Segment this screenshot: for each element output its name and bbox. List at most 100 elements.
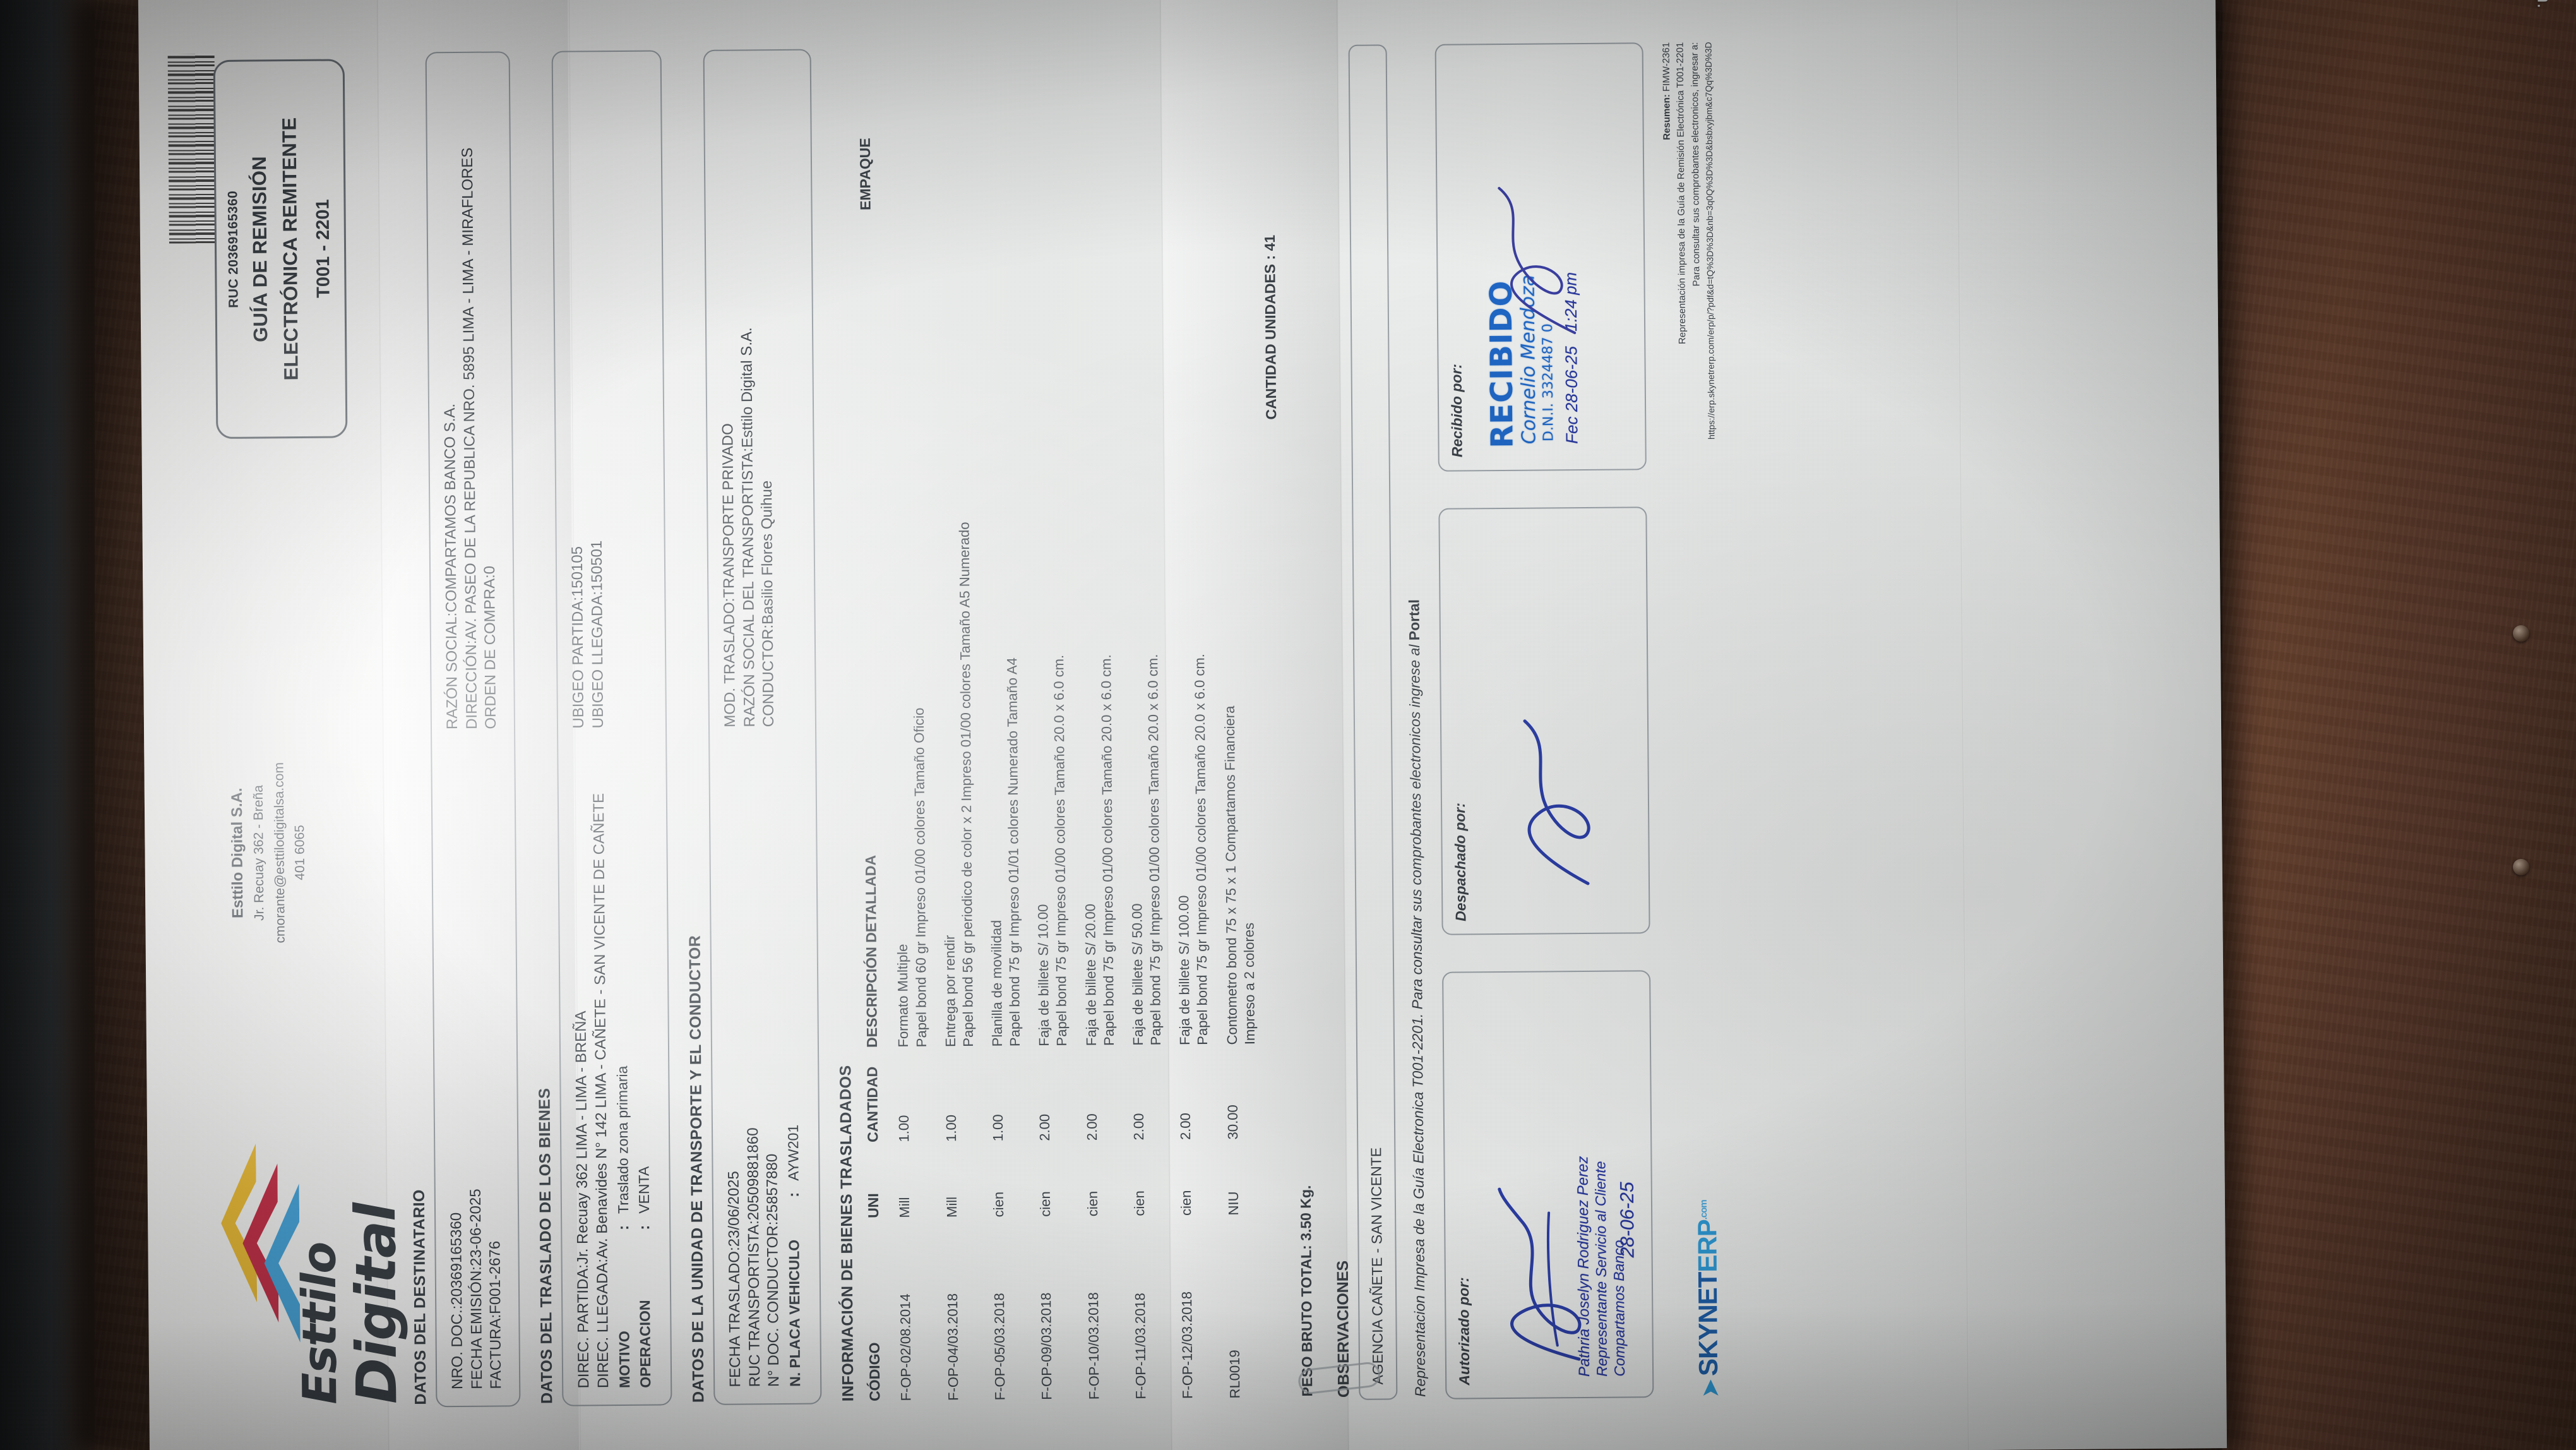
field-separator: : bbox=[739, 447, 756, 452]
company-name: Esttilo Digital S.A. bbox=[228, 788, 247, 919]
cell-codigo: F-OP-05/03.2018 bbox=[991, 1293, 1008, 1401]
guia-de-remision: Esttilo Digital Esttilo Digital S.A. Jr.… bbox=[157, 0, 2208, 1449]
field-value-direc-partida: Jr. Recuay 362 LIMA - LIMA - BREÑA bbox=[572, 1010, 592, 1265]
signature-label-despachado: Despachado por: bbox=[1451, 802, 1469, 921]
field-label-ubigeo-llegada: UBIGEO LLEGADA bbox=[588, 595, 607, 729]
field-label-motivo: MOTIVO bbox=[616, 1331, 633, 1389]
col-header-uni: UNI bbox=[864, 1193, 882, 1218]
peso-bruto-total: PESO BRUTO TOTAL: 3.50 Kg. bbox=[1297, 1185, 1316, 1397]
signature-box-recibido: Recibido por: RECIBIDO Cornelio Mendoza … bbox=[1434, 42, 1647, 472]
field-label-ruc-transportista: RUC TRANSPORTISTA bbox=[744, 1224, 763, 1387]
document-footer: ➤ SKYNETERP.com Resumen: FIMW-2361 Repres… bbox=[1659, 42, 1726, 1398]
document-rotated-canvas: Esttilo Digital Esttilo Digital S.A. Jr.… bbox=[157, 0, 2208, 1449]
signature-box-autorizado: Autorizado por: Pathria Joselyn Rodrigue… bbox=[1441, 970, 1654, 1399]
handwritten-company: Compartamos Banco bbox=[1610, 1240, 1628, 1377]
observaciones-box: AGENCIA CAÑETE - SAN VICENTE bbox=[1348, 44, 1398, 1400]
field-label-mod-traslado: MOD. TRASLADO bbox=[720, 602, 739, 728]
desc-line1: Faja de billete S/ 10.00 bbox=[1035, 904, 1052, 1046]
field-value-razon-social: COMPARTAMOS BANCO S.A. bbox=[441, 403, 460, 613]
stamp-name: Cornelio Mendoza bbox=[1517, 274, 1541, 445]
field-value-razon-social-transportista: Esttilo Digital S.A. bbox=[737, 327, 756, 448]
bird-icon: ➤ bbox=[1698, 1379, 1723, 1398]
field-separator: : bbox=[574, 1264, 592, 1269]
cell-cantidad: 2.00 bbox=[1083, 1113, 1100, 1141]
signature-label-recibido: Recibido por: bbox=[1448, 363, 1465, 458]
field-label-doc-conductor: N° DOC. CONDUCTOR bbox=[764, 1225, 783, 1387]
field-separator: : bbox=[462, 640, 480, 645]
cell-descripcion: Entrega por rendir Papel bond 56 gr peri… bbox=[929, 212, 983, 1050]
cell-cantidad: 30.00 bbox=[1224, 1105, 1241, 1140]
field-label-operacion: OPERACION bbox=[636, 1300, 654, 1388]
field-label-fecha-emision: FECHA EMISIÓN bbox=[467, 1270, 486, 1389]
handwritten-role: Representante Servicio al Cliente bbox=[1592, 1161, 1610, 1377]
cell-uni: NIU bbox=[1225, 1191, 1241, 1216]
resumen-label: Resumen: bbox=[1661, 94, 1673, 140]
desc-line1: Entrega por rendir bbox=[941, 935, 958, 1048]
cell-codigo: F-OP-09/03.2018 bbox=[1038, 1292, 1055, 1400]
cell-cantidad: 1.00 bbox=[896, 1115, 912, 1142]
brand-com: .com bbox=[1698, 1200, 1710, 1220]
field-separator: : bbox=[785, 1192, 803, 1197]
field-separator: : bbox=[636, 1225, 653, 1230]
stamp-dni: D.N.I. 3324487 0 bbox=[1539, 323, 1557, 442]
field-label-razon-social-transportista: RAZÓN SOCIAL DEL TRANSPORTISTA bbox=[739, 452, 758, 728]
company-logo: Esttilo Digital bbox=[220, 1132, 413, 1405]
cell-empaque bbox=[1210, 45, 1258, 210]
section-title-observaciones: OBSERVACIONES bbox=[1333, 1260, 1353, 1398]
field-value-ubigeo-llegada: 150501 bbox=[588, 540, 606, 591]
field-value-operacion: VENTA bbox=[635, 1166, 653, 1214]
document-header: Esttilo Digital Esttilo Digital S.A. Jr.… bbox=[194, 52, 409, 1409]
company-phone: 401 6065 bbox=[292, 825, 308, 880]
field-label-placa: N. PLACA VEHICULO bbox=[785, 1239, 804, 1387]
cell-uni: Mill bbox=[943, 1196, 960, 1218]
legal-text: Representacion Impresa de la Guía Electr… bbox=[1406, 640, 1429, 1398]
field-value-mod-traslado: TRANSPORTE PRIVADO bbox=[719, 423, 738, 598]
cell-uni: cien bbox=[1131, 1190, 1148, 1216]
cell-descripcion: Planilla de movilidad Papel bond 75 gr I… bbox=[977, 212, 1030, 1050]
field-separator: : bbox=[443, 612, 460, 617]
cell-empaque bbox=[1069, 47, 1117, 212]
cell-codigo: F-OP-04/03.2018 bbox=[944, 1293, 962, 1401]
desc-line1: Planilla de movilidad bbox=[988, 920, 1005, 1047]
field-label-direc-partida: DIREC. PARTIDA bbox=[574, 1268, 593, 1389]
desc-line1: Faja de billete S/ 50.00 bbox=[1129, 903, 1146, 1046]
legal-portal-word: Portal bbox=[1405, 599, 1423, 641]
signature-label-autorizado: Autorizado por: bbox=[1455, 1277, 1472, 1386]
cell-descripcion: Faja de billete S/ 50.00 Papel bond 75 g… bbox=[1118, 210, 1171, 1048]
cell-descripcion: Formato Multiple Papel bond 60 gr Impres… bbox=[883, 212, 936, 1050]
field-value-ubigeo-partida: 150105 bbox=[568, 546, 587, 597]
field-value-doc-conductor: 25857880 bbox=[763, 1153, 782, 1221]
field-value-nro-doc: 20369165360 bbox=[448, 1212, 466, 1305]
cell-descripcion: Faja de billete S/ 20.00 Papel bond 75 g… bbox=[1070, 211, 1124, 1049]
footer-legal-block: Resumen: FIMW-2361 Representación impres… bbox=[1659, 42, 1718, 440]
items-table: CÓDIGO UNI CANTIDAD DESCRIPCIÓN DETALLAD… bbox=[854, 45, 1267, 1404]
cell-empaque bbox=[1163, 46, 1211, 211]
field-value-placa: AYW201 bbox=[785, 1124, 802, 1181]
cell-empaque bbox=[1116, 46, 1164, 211]
desc-line1: Formato Multiple bbox=[895, 944, 912, 1048]
field-separator: : bbox=[588, 590, 606, 596]
screw-icon bbox=[2513, 625, 2529, 642]
cell-uni: cien bbox=[1178, 1190, 1195, 1216]
handwritten-signature bbox=[1523, 719, 1590, 885]
field-label-factura: FACTURA bbox=[487, 1318, 505, 1389]
desc-line1: Faja de billete S/ 20.00 bbox=[1082, 904, 1099, 1046]
col-header-codigo: CÓDIGO bbox=[866, 1342, 883, 1401]
cell-codigo: F-OP-11/03.2018 bbox=[1131, 1293, 1149, 1399]
field-separator: : bbox=[744, 1220, 762, 1225]
resumen-code: FIMW-2361 bbox=[1661, 42, 1672, 92]
section-title-bienes: INFORMACIÓN DE BIENES TRASLADADOS bbox=[837, 1065, 857, 1402]
ruc-label: RUC 20369165360 bbox=[225, 190, 242, 308]
field-label-direc-llegada: DIREC. LLEGADA bbox=[593, 1262, 612, 1389]
cell-cantidad: 2.00 bbox=[1037, 1113, 1053, 1141]
field-label-fecha-traslado: FECHA TRASLADO bbox=[725, 1250, 744, 1387]
field-separator: : bbox=[487, 1314, 504, 1319]
camera-timestamp: 28 jun 2025, 1:50 p. m. bbox=[2533, 0, 2555, 9]
cell-codigo: F-OP-10/03.2018 bbox=[1085, 1292, 1102, 1400]
cell-cantidad: 2.00 bbox=[1130, 1113, 1147, 1141]
desc-line2: Papel bond 56 gr periodico de color x 2 … bbox=[956, 522, 976, 1047]
desc-line1: Contometro bond 75 x 75 x 1 Compartamos … bbox=[1221, 705, 1240, 1045]
col-header-empaque: EMPAQUE bbox=[856, 138, 874, 211]
company-email: cmorante@esttilodigitalsa.com bbox=[271, 762, 288, 944]
destinatario-panel: NRO. DOC. : 20369165360 RAZÓN SOCIAL : C… bbox=[425, 51, 521, 1408]
